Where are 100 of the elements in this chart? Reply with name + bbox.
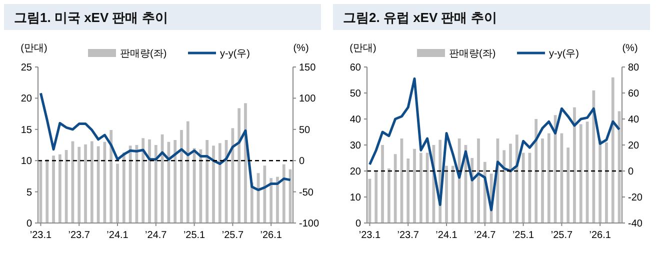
y-tick-label: 20 <box>350 166 362 178</box>
x-tick-label: ’26.1 <box>260 230 282 241</box>
bar <box>238 108 241 223</box>
x-tick-label: ’23.1 <box>358 230 381 241</box>
bar <box>64 150 68 223</box>
legend-label: 판매량(좌) <box>120 48 167 60</box>
legend-label: 판매량(좌) <box>449 48 496 60</box>
bar <box>381 145 384 223</box>
x-tick-label: ’25.1 <box>512 230 535 241</box>
bar <box>541 138 544 223</box>
bar <box>592 90 596 223</box>
bar <box>58 154 62 223</box>
bar <box>78 146 81 223</box>
bar <box>110 130 113 223</box>
x-tick-label: ’25.7 <box>550 230 573 241</box>
chart-title: 그림2. 유럽 xEV 판매 추이 <box>343 10 497 25</box>
bar <box>445 166 448 223</box>
bar <box>180 130 183 223</box>
bar <box>84 144 87 223</box>
bar <box>547 133 550 223</box>
bar <box>116 164 119 223</box>
bar <box>605 142 608 223</box>
bar <box>212 146 215 223</box>
y2-axis-title: (%) <box>293 43 309 54</box>
y2-tick-label: 80 <box>628 62 640 74</box>
bar <box>394 154 397 223</box>
line-series <box>368 77 621 212</box>
y-tick-label: 30 <box>350 140 362 152</box>
x-tick-label: ’23.1 <box>30 230 52 241</box>
y2-tick-label: 40 <box>628 114 640 126</box>
line-series <box>39 92 292 192</box>
bar <box>276 176 279 223</box>
x-tick-label: ’24.1 <box>436 230 458 241</box>
bar <box>560 133 564 223</box>
bar <box>477 138 480 223</box>
bar <box>509 144 512 223</box>
bar <box>46 159 49 223</box>
y2-tick-label: 20 <box>628 140 640 152</box>
bar <box>598 140 602 223</box>
y2-tick-label: 0 <box>299 156 305 168</box>
y2-tick-label: -40 <box>628 218 643 230</box>
bar <box>515 134 518 223</box>
y-tick-label: 0 <box>355 218 362 230</box>
bar <box>387 168 390 223</box>
bar <box>579 124 582 223</box>
bar <box>96 146 100 223</box>
bar <box>611 77 614 223</box>
bar <box>573 107 576 223</box>
y-tick-label: 10 <box>20 156 32 168</box>
y2-tick-label: 150 <box>299 62 316 74</box>
x-tick-label: ’24.7 <box>145 230 168 241</box>
bar <box>534 119 538 223</box>
y2-tick-label: 0 <box>628 166 634 178</box>
bar <box>142 138 145 223</box>
bar <box>206 140 209 223</box>
bar <box>231 128 234 223</box>
x-tick-label: ’25.7 <box>222 230 244 241</box>
bar <box>413 148 416 223</box>
x-tick-label: ’26.1 <box>589 230 612 241</box>
y-tick-label: 50 <box>350 88 362 100</box>
bar <box>406 158 410 223</box>
bar <box>154 145 158 223</box>
y2-tick-label: 50 <box>299 124 311 136</box>
y-tick-label: 15 <box>20 124 32 136</box>
y-tick-label: 20 <box>20 94 32 105</box>
x-tick-label: ’25.1 <box>183 230 206 241</box>
bar <box>270 178 273 223</box>
y2-tick-label: 60 <box>628 88 640 100</box>
legend-label: y-y(우) <box>220 48 250 60</box>
x-tick-label: ’24.1 <box>106 230 129 241</box>
y2-axis-title: (%) <box>622 43 638 54</box>
bar <box>122 152 126 223</box>
bar <box>282 164 286 223</box>
bar <box>174 140 177 223</box>
y-axis-title: (만대) <box>20 43 48 54</box>
x-tick-label: ’23.7 <box>68 230 90 241</box>
y-tick-label: 10 <box>350 192 362 204</box>
y-axis-title: (만대) <box>350 43 376 54</box>
bar <box>451 166 454 223</box>
bar <box>502 150 506 223</box>
chart-title: 그림1. 미국 xEV 판매 추이 <box>14 10 168 25</box>
bar <box>426 152 429 223</box>
y-tick-label: 25 <box>20 62 32 74</box>
x-tick-label: ’23.7 <box>397 230 420 241</box>
y2-tick-label: -100 <box>299 218 320 230</box>
y-tick-label: 0 <box>26 218 32 230</box>
legend-label: y-y(우) <box>549 48 579 60</box>
y2-tick-label: -50 <box>299 187 314 198</box>
bar <box>218 143 222 223</box>
bar <box>52 156 55 223</box>
bar <box>263 166 266 223</box>
x-tick-label: ’24.7 <box>474 230 496 241</box>
y2-tick-label: 100 <box>299 94 316 105</box>
bar <box>566 148 570 223</box>
bar <box>90 141 94 223</box>
bar <box>374 171 378 223</box>
y-tick-label: 60 <box>350 62 362 74</box>
bar <box>419 152 422 223</box>
y-tick-label: 40 <box>350 114 362 126</box>
y-tick-label: 5 <box>26 187 32 198</box>
